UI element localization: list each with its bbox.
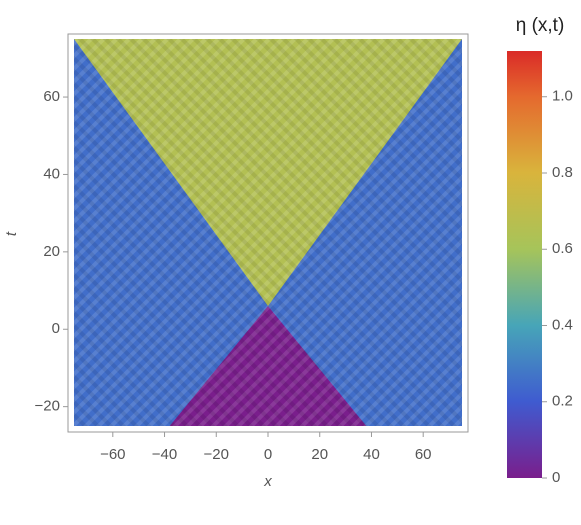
y-tick-label: 40 — [43, 165, 60, 182]
y-tick-label: 20 — [43, 243, 60, 260]
x-tick-label: 40 — [363, 446, 380, 463]
colorbar — [507, 51, 542, 478]
y-tick-label: 0 — [52, 320, 60, 337]
y-axis-label: t — [3, 231, 20, 236]
y-tick-label: −20 — [35, 398, 60, 415]
colorbar-tick-label: 0.8 — [552, 164, 573, 181]
colorbar-tick-label: 0.6 — [552, 240, 573, 257]
colorbar-tick-label: 1.0 — [552, 88, 573, 105]
x-tick-label: −40 — [152, 446, 177, 463]
colorbar-tick-label: 0 — [552, 469, 560, 486]
x-tick-label: 20 — [311, 446, 328, 463]
axes: −60 −40 −20 0 20 40 60 −20 0 20 40 60 — [35, 88, 432, 463]
colorbar-tick-label: 0.2 — [552, 393, 573, 410]
x-tick-label: −60 — [100, 446, 125, 463]
texture — [74, 39, 462, 426]
x-tick-label: 60 — [415, 446, 432, 463]
y-tick-label: 60 — [43, 88, 60, 105]
colorbar-tick-label: 0.4 — [552, 316, 573, 333]
colorbar-title: η (x,t) — [516, 15, 565, 36]
x-tick-label: −20 — [204, 446, 229, 463]
x-tick-label: 0 — [264, 446, 272, 463]
x-axis-label: x — [263, 473, 272, 490]
